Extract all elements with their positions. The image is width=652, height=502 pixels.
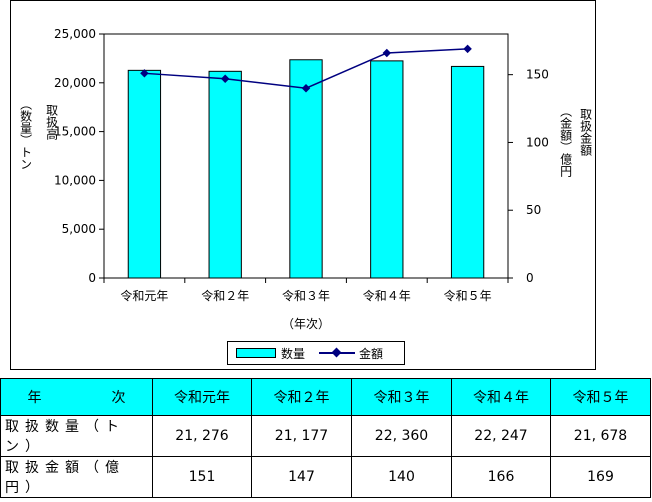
- bar: [208, 70, 242, 279]
- right-axis-label-1: 取扱金額: [578, 108, 593, 156]
- x-axis-title: （年次）: [282, 317, 330, 331]
- legend-line-swatch: [319, 348, 356, 358]
- right-tick-label: 0: [526, 271, 534, 285]
- table-cell: 21, 276: [152, 415, 252, 457]
- data-table: 年次 令和元年 令和２年 令和３年 令和４年 令和５年 取扱数量（トン） 21,…: [0, 378, 651, 498]
- table-year-header: 令和５年: [550, 378, 651, 416]
- bar: [127, 69, 162, 279]
- left-axis-label-2: （数量）トン: [18, 98, 33, 170]
- table-row-amount: 取扱金額（億円） 151 147 140 166 169: [0, 456, 651, 498]
- table-year-header: 令和２年: [251, 378, 352, 416]
- left-tick-label: 15,000: [54, 125, 96, 139]
- x-tick-label: 令和３年: [282, 288, 330, 303]
- left-tick-label: 5,000: [62, 222, 96, 236]
- bar: [450, 65, 485, 279]
- legend: 数量 金額: [227, 341, 405, 365]
- table-corner: 年次: [0, 378, 153, 416]
- right-tick-label: 50: [526, 203, 541, 217]
- corner-label: 次: [111, 390, 126, 406]
- right-axis-label-2: （金額）億円: [558, 105, 573, 177]
- x-tick-label: 令和４年: [363, 288, 411, 303]
- x-tick-label: 令和２年: [201, 288, 249, 303]
- legend-item-bar: 数量: [236, 345, 305, 362]
- table-cell: 147: [251, 456, 352, 498]
- line-point: [220, 74, 230, 83]
- table-year-header: 令和４年: [451, 378, 551, 416]
- table-year-header: 令和元年: [152, 378, 252, 416]
- left-axis-label-1: 取扱高: [44, 104, 59, 140]
- table-row-quantity: 取扱数量（トン） 21, 276 21, 177 22, 360 22, 247…: [0, 415, 651, 457]
- table-header-row: 年次 令和元年 令和２年 令和３年 令和４年 令和５年: [0, 378, 651, 416]
- table-cell: 169: [550, 456, 651, 498]
- legend-bar-swatch: [236, 348, 276, 358]
- x-tick-label: 令和５年: [444, 288, 492, 303]
- left-tick-label: 10,000: [54, 173, 96, 187]
- table-year-header: 令和３年: [351, 378, 452, 416]
- line-point: [140, 69, 149, 78]
- legend-line-label: 金額: [359, 346, 384, 361]
- chart-svg: 0 5,000 10,000 15,000 20,000 25,000 0 50 100 150 令…: [54, 27, 549, 331]
- right-tick-label: 100: [526, 135, 549, 149]
- legend-item-line: 金額: [319, 345, 383, 362]
- table-row-label: 取扱金額（億円）: [0, 456, 153, 498]
- corner-year: 年: [27, 390, 42, 406]
- table-cell: 166: [451, 456, 551, 498]
- line-point: [463, 44, 472, 54]
- table-cell: 21, 678: [550, 415, 651, 457]
- table-cell: 21, 177: [251, 415, 352, 457]
- bar: [370, 60, 404, 279]
- table-cell: 151: [152, 456, 252, 498]
- table-cell: 22, 360: [351, 415, 452, 457]
- table-row-label: 取扱数量（トン）: [0, 415, 153, 457]
- table-cell: 22, 247: [451, 415, 551, 457]
- line-point: [301, 83, 311, 93]
- bar: [289, 59, 323, 279]
- line-point: [382, 48, 392, 58]
- table-cell: 140: [351, 456, 452, 498]
- legend-bar-label: 数量: [281, 346, 306, 361]
- chart-frame: 0 5,000 10,000 15,000 20,000 25,000 0 50 100 150 令…: [10, 0, 596, 370]
- right-tick-label: 150: [526, 68, 549, 82]
- left-tick-label: 25,000: [54, 27, 96, 41]
- left-tick-label: 0: [88, 271, 96, 285]
- x-tick-label: 令和元年: [120, 288, 168, 303]
- left-tick-label: 20,000: [54, 76, 96, 90]
